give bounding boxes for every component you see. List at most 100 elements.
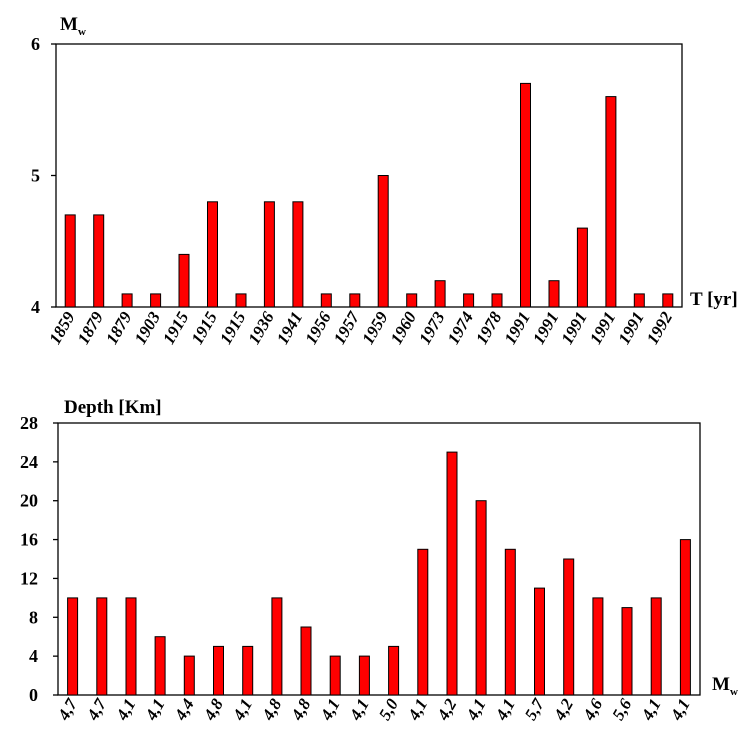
x-tick-labels: 1859187918791903191519151915193619411956… bbox=[45, 307, 676, 347]
bar bbox=[150, 293, 162, 308]
bar bbox=[96, 597, 108, 696]
x-tick-label: 1991 bbox=[614, 309, 647, 348]
x-tick-label: 1991 bbox=[501, 309, 534, 348]
bar bbox=[576, 227, 588, 308]
x-tick-label: 1903 bbox=[131, 308, 165, 347]
x-tick-label: 4,6 bbox=[579, 695, 607, 724]
bar bbox=[125, 597, 137, 696]
bar bbox=[271, 597, 283, 696]
bar bbox=[679, 539, 691, 696]
bar bbox=[235, 293, 247, 308]
x-tick-label: 4,4 bbox=[170, 696, 198, 725]
x-tick-label: 4,8 bbox=[199, 695, 227, 724]
y-tick-label: 12 bbox=[20, 568, 38, 588]
y-axis-title: Mw bbox=[60, 14, 86, 38]
x-tick-label: 1915 bbox=[188, 308, 222, 347]
bar bbox=[650, 597, 662, 696]
bar bbox=[213, 645, 224, 696]
bar bbox=[329, 655, 341, 696]
x-tick-label: 1978 bbox=[472, 308, 506, 347]
x-tick-label: 4,8 bbox=[287, 695, 315, 724]
bar bbox=[605, 96, 617, 308]
x-tick-label: 1915 bbox=[159, 308, 193, 347]
x-tick-label: 1859 bbox=[45, 308, 79, 347]
x-tick-label: 4,1 bbox=[316, 696, 344, 725]
bar bbox=[377, 175, 389, 308]
x-tick-label: 1915 bbox=[216, 308, 250, 347]
x-tick-label: 5,7 bbox=[521, 694, 549, 723]
bar bbox=[320, 293, 332, 308]
x-tick-label: 1879 bbox=[74, 308, 108, 347]
x-tick-label: 5,0 bbox=[375, 695, 402, 723]
x-tick-label: 4,1 bbox=[112, 696, 140, 725]
x-tick-label: 4,7 bbox=[53, 694, 81, 724]
x-tick-label: 4,1 bbox=[462, 696, 490, 725]
bar bbox=[292, 201, 304, 308]
bar bbox=[548, 280, 560, 308]
y-tick-label: 4 bbox=[31, 297, 40, 317]
bar bbox=[463, 293, 475, 308]
bar bbox=[263, 201, 275, 308]
x-tick-label: 4,1 bbox=[666, 696, 694, 725]
x-tick-label: 1991 bbox=[529, 309, 562, 348]
x-tick-label: 1879 bbox=[102, 308, 136, 347]
bar bbox=[475, 500, 487, 696]
y-tick-label: 0 bbox=[29, 685, 38, 705]
x-tick-label: 1974 bbox=[444, 309, 477, 348]
x-tick-label: 4,1 bbox=[141, 696, 169, 725]
bar bbox=[662, 293, 674, 308]
y-axis-title: Depth [Km] bbox=[64, 397, 162, 418]
bar-group bbox=[67, 451, 691, 696]
x-tick-label: 1991 bbox=[586, 309, 619, 348]
bar bbox=[93, 214, 105, 308]
bar bbox=[633, 293, 645, 308]
bar bbox=[121, 293, 133, 308]
x-tick-label: 1959 bbox=[358, 308, 392, 347]
bar bbox=[64, 214, 76, 308]
y-tick-labels: 4 5 6 bbox=[31, 34, 56, 317]
y-tick-label: 20 bbox=[20, 491, 38, 511]
bar bbox=[621, 607, 633, 696]
bar bbox=[349, 293, 361, 308]
bar bbox=[520, 82, 531, 308]
x-tick-label: 1936 bbox=[244, 308, 278, 347]
bar bbox=[534, 587, 545, 696]
y-tick-labels: 0 4 8 12 16 20 24 28 bbox=[20, 413, 58, 705]
bar bbox=[504, 548, 516, 696]
x-tick-label: 1991 bbox=[557, 309, 590, 348]
x-tick-label: 4,1 bbox=[404, 696, 432, 725]
x-tick-label: 1992 bbox=[643, 308, 677, 347]
y-tick-label: 16 bbox=[20, 530, 38, 550]
y-tick-label: 8 bbox=[29, 607, 38, 627]
x-tick-label: 4,1 bbox=[345, 696, 373, 725]
bar bbox=[563, 558, 575, 696]
bar bbox=[178, 253, 190, 308]
bar bbox=[388, 645, 400, 696]
x-axis-title: T [yr] bbox=[690, 289, 738, 310]
bar bbox=[434, 280, 446, 308]
magnitude-chart: 4 5 6 185918791879190319151915191519361941… bbox=[31, 14, 738, 347]
x-tick-label: 4,8 bbox=[258, 695, 286, 724]
x-tick-label: 4,1 bbox=[491, 696, 519, 725]
x-tick-label: 1957 bbox=[330, 307, 364, 347]
bar bbox=[300, 626, 312, 696]
bar bbox=[446, 451, 458, 696]
y-tick-label: 5 bbox=[31, 166, 40, 186]
y-tick-label: 28 bbox=[20, 413, 38, 433]
bar bbox=[242, 645, 254, 696]
x-tick-label: 4,1 bbox=[229, 696, 257, 725]
bar-group bbox=[64, 82, 674, 308]
x-tick-label: 1960 bbox=[387, 308, 421, 347]
bar bbox=[491, 293, 503, 308]
x-tick-label: 4,2 bbox=[550, 695, 578, 724]
bar bbox=[417, 548, 429, 696]
x-tick-label: 5,6 bbox=[608, 695, 635, 723]
bar bbox=[406, 293, 418, 308]
bar bbox=[207, 201, 218, 308]
plot-frame bbox=[55, 43, 683, 308]
bar bbox=[358, 655, 370, 696]
y-tick-label: 4 bbox=[29, 646, 38, 666]
y-tick-label: 6 bbox=[31, 34, 40, 54]
